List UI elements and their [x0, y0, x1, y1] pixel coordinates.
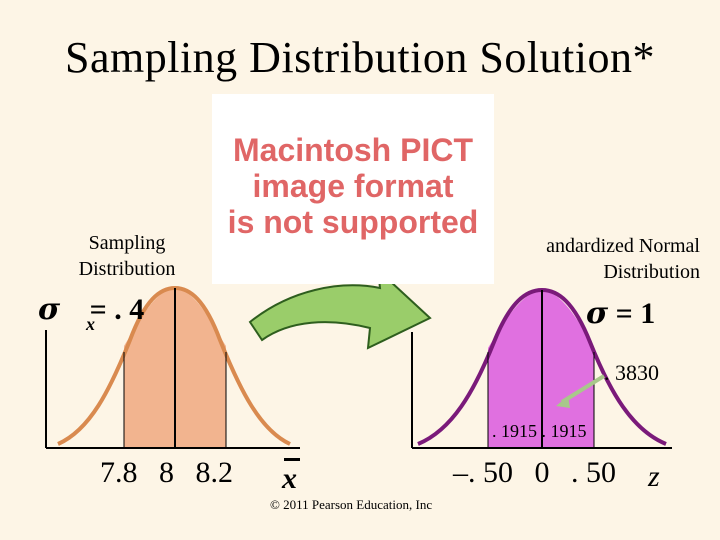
area-pointer-head [556, 396, 570, 408]
right-sigma-value: = 1 [615, 297, 656, 330]
sigma-symbol-right: σ [586, 296, 609, 331]
sigma-subscript-x: x [86, 314, 95, 334]
total-area-value: . 3830 [604, 360, 659, 385]
standard-normal-graph [411, 287, 672, 449]
right-tick-label: . 50 [571, 456, 616, 489]
left-tick-label: 7.8 [100, 456, 138, 489]
right-tick-label: –. 50 [453, 456, 513, 489]
x-bar-variable: x [282, 462, 297, 495]
standardized-normal-label: andardized Normal Distribution [546, 235, 700, 283]
unsupported-image-placeholder: Macintosh PICT image format is not suppo… [212, 94, 494, 284]
right-tick-label: 0 [534, 456, 550, 489]
left-tick-label: 8 [159, 456, 174, 489]
sigma-symbol: σ [38, 292, 61, 327]
left-tick-label: 8.2 [195, 456, 234, 489]
right-sigma-formula: σ = 1 [586, 296, 655, 331]
right-tick-labels: –. 50 0 . 50 [453, 456, 630, 490]
x-bar-overline [284, 458, 300, 461]
half-area-values: . 1915 . 1915 [492, 421, 587, 441]
left-sigma-value: = . 4 [89, 293, 145, 326]
transform-arrow [248, 267, 432, 350]
slide-title: Sampling Distribution Solution* [65, 33, 655, 82]
copyright-notice: © 2011 Pearson Education, Inc [270, 497, 433, 512]
pict-placeholder-text: Macintosh PICT image format is not suppo… [227, 132, 479, 240]
sampling-distribution-label: Sampling Distribution [78, 232, 176, 280]
left-tick-labels: 7.8 8 8.2 [100, 456, 247, 490]
sampling-distribution-graph [45, 285, 300, 449]
z-variable: z [648, 460, 660, 493]
area-pointer [560, 374, 606, 404]
left-sigma-formula: σ = . 4 [38, 292, 144, 327]
